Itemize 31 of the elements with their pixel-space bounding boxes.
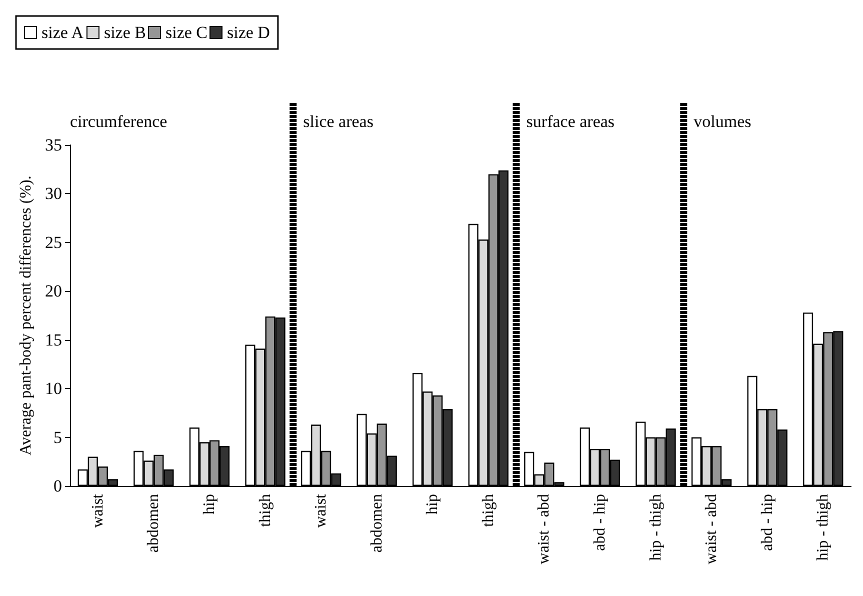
x-tick-label: hip - thigh (814, 494, 832, 561)
y-tick-label: 20 (45, 282, 62, 301)
legend-label: size D (226, 23, 270, 42)
y-axis-title: Average pant-body percent differences (%). (18, 176, 34, 456)
y-tick-label: 25 (45, 232, 62, 252)
x-tick-label: hip (200, 494, 218, 514)
x-tick-label: waist - abd (536, 494, 553, 564)
legend-label: size C (165, 23, 208, 42)
y-tick-label: 30 (45, 184, 62, 204)
x-tick-label: waist (312, 493, 330, 528)
text: slice areas (303, 112, 374, 131)
legend-label: size B (104, 23, 146, 42)
x-tick-label: hip (424, 494, 442, 514)
y-tick-label: 15 (45, 330, 62, 350)
x-tick-label: abdomen (145, 494, 162, 553)
y-tick-label: 10 (45, 379, 62, 398)
x-tick-label: waist - abd (703, 494, 720, 564)
y-tick-label: 5 (54, 428, 62, 447)
y-tick-label: 35 (45, 136, 62, 154)
text: circumference (70, 112, 168, 131)
y-tick-label: 0 (54, 476, 62, 496)
text: surface areas (526, 112, 615, 131)
text: volumes (694, 112, 752, 131)
x-tick-label: waist (89, 493, 106, 528)
x-tick-label: abd - hip (591, 494, 608, 551)
x-tick-label: abdomen (368, 494, 386, 553)
x-tick-label: abd - hip (758, 494, 776, 551)
legend-label: size A (42, 23, 84, 42)
x-tick-label: thigh (480, 494, 497, 527)
x-tick-label: hip - thigh (647, 494, 664, 561)
x-tick-label: thigh (256, 494, 274, 527)
